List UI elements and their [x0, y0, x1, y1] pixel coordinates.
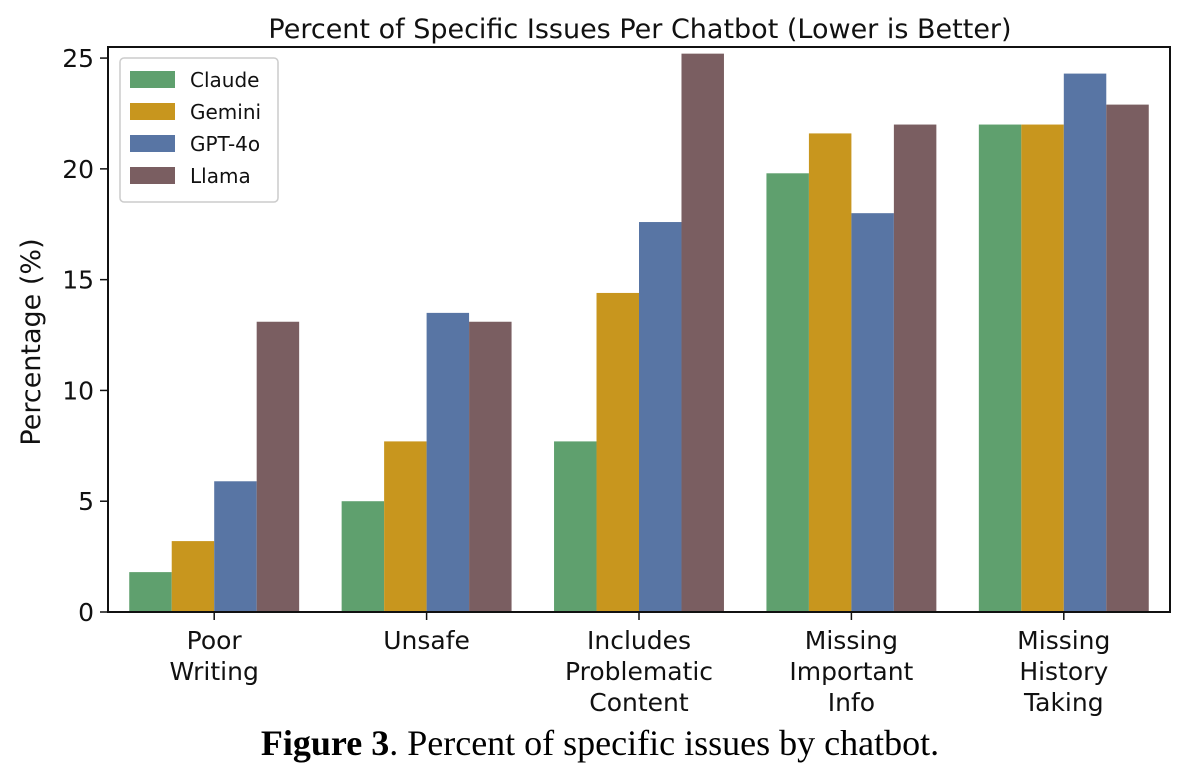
bar-gpt-4o-4 — [851, 213, 894, 613]
x-tick-label-line: Writing — [170, 657, 259, 686]
bar-claude-1 — [129, 572, 172, 612]
x-tick-label: Missing Important Info — [789, 626, 913, 717]
bar-claude-4 — [766, 173, 809, 612]
y-tick-label: 5 — [78, 487, 94, 516]
x-tick-label-line: History — [1019, 657, 1108, 686]
bar-claude-5 — [978, 124, 1022, 613]
bar-gpt-4o-3 — [639, 222, 682, 612]
bar-gpt-4o-1 — [214, 481, 257, 612]
x-axis-ticks: Poor Writing Unsafe Includes Problematic Cont… — [170, 612, 1110, 717]
chart-title: Percent of Specific Issues Per Chatbot (… — [268, 14, 1011, 45]
figure-caption: Figure 3. Percent of specific issues by … — [0, 722, 1200, 764]
y-axis-label: Percentage (%) — [16, 238, 47, 445]
x-tick-label-line: Unsafe — [383, 626, 470, 655]
legend-swatch-claude — [130, 71, 175, 88]
x-tick-label-line: Poor — [187, 626, 243, 655]
y-tick-label: 20 — [62, 155, 94, 184]
x-tick-label-line: Info — [828, 688, 875, 717]
x-tick-label-line: Missing — [1017, 626, 1110, 655]
bars-group — [129, 53, 1149, 613]
bar-llama-1 — [256, 321, 300, 612]
x-tick-label: Includes Problematic Content — [565, 626, 713, 717]
y-tick-label: 10 — [62, 376, 94, 405]
legend-label-llama: Llama — [190, 164, 251, 188]
bar-gemini-5 — [1021, 124, 1064, 613]
x-tick-label: Unsafe — [383, 626, 470, 655]
legend: Claude Gemini GPT-4o Llama — [119, 57, 279, 203]
x-tick-label-line: Taking — [1023, 688, 1104, 717]
legend-box — [119, 57, 279, 203]
x-tick-label-line: Includes — [587, 626, 691, 655]
x-tick-label-line: Missing — [805, 626, 898, 655]
bar-claude-3 — [554, 441, 597, 612]
figure-caption-label: Figure 3 — [260, 723, 390, 763]
bar-claude-2 — [341, 501, 385, 612]
figure-caption-text: . Percent of specific issues by chatbot. — [389, 723, 940, 763]
bar-llama-4 — [893, 124, 937, 613]
bar-llama-5 — [1106, 104, 1149, 612]
bar-gemini-3 — [596, 292, 639, 612]
x-tick-label: Missing History Taking — [1017, 626, 1110, 717]
legend-swatch-gemini — [130, 103, 175, 120]
y-tick-label: 15 — [62, 266, 94, 295]
bar-llama-3 — [681, 53, 724, 613]
bar-chart: Percent of Specific Issues Per Chatbot (… — [16, 14, 1171, 717]
y-tick-label: 0 — [78, 598, 94, 627]
legend-label-gemini: Gemini — [190, 100, 261, 124]
x-tick-label-line: Important — [789, 657, 913, 686]
legend-swatch-llama — [130, 167, 175, 184]
x-tick-label: Poor Writing — [170, 626, 259, 686]
legend-swatch-gpt-4o — [130, 135, 175, 152]
x-tick-label-line: Problematic — [565, 657, 713, 686]
y-tick-label: 25 — [62, 44, 94, 73]
bar-gemini-1 — [171, 541, 215, 612]
x-tick-label-line: Content — [589, 688, 689, 717]
y-axis-ticks: 0 5 10 15 20 25 — [62, 44, 108, 627]
bar-gemini-4 — [808, 133, 852, 613]
bar-gemini-2 — [384, 441, 427, 612]
legend-label-gpt-4o: GPT-4o — [190, 132, 260, 156]
legend-label-claude: Claude — [190, 68, 259, 92]
bar-llama-2 — [469, 321, 512, 612]
bar-gpt-4o-2 — [426, 312, 470, 612]
bar-gpt-4o-5 — [1063, 73, 1107, 612]
